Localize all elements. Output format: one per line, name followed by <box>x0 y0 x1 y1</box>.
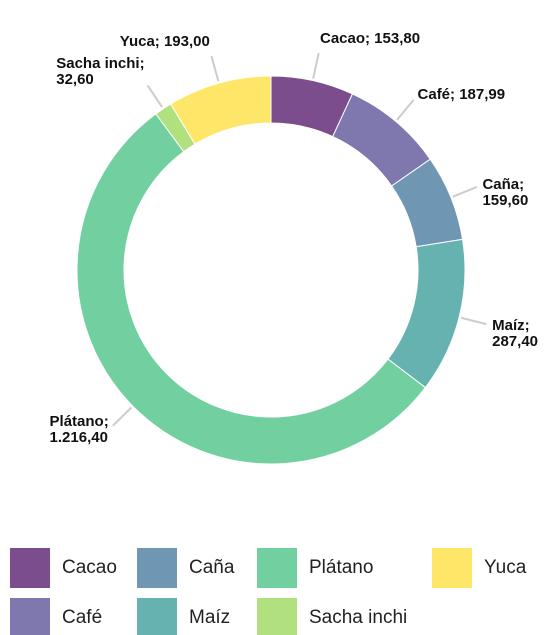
slice <box>387 238 466 389</box>
data-label: Café; 187,99 <box>417 86 506 104</box>
leader-line <box>112 406 133 427</box>
leader-line <box>396 99 415 121</box>
leader-line <box>210 55 220 82</box>
legend-label: Plátano <box>309 557 374 578</box>
legend-swatch <box>257 548 297 588</box>
data-label: Maíz; 287,40 <box>492 316 539 350</box>
legend-swatch <box>10 548 50 588</box>
legend-label: Yuca <box>484 557 527 578</box>
data-label: Plátano; 1.216,40 <box>49 412 109 446</box>
legend-swatch <box>137 548 177 588</box>
data-label: Sacha inchi; 32,60 <box>56 55 145 89</box>
legend-label: Cacao <box>62 557 117 578</box>
legend-swatch <box>257 598 297 635</box>
legend-label: Sacha inchi <box>309 607 408 628</box>
legend-swatch <box>10 598 50 635</box>
legend-label: Café <box>62 607 103 628</box>
leader-line <box>460 316 487 326</box>
slice <box>169 75 272 145</box>
legend-label: Caña <box>189 557 235 578</box>
data-label: Cacao; 153,80 <box>319 30 421 48</box>
legend-swatch <box>432 548 472 588</box>
leader-line <box>452 186 478 198</box>
data-label: Yuca; 193,00 <box>119 33 210 51</box>
legend-swatch <box>137 598 177 635</box>
leader-line <box>146 84 163 108</box>
legend-label: Maíz <box>189 607 231 628</box>
data-label: Caña; 159,60 <box>482 175 529 209</box>
leader-line <box>312 52 320 79</box>
slice <box>76 113 427 465</box>
